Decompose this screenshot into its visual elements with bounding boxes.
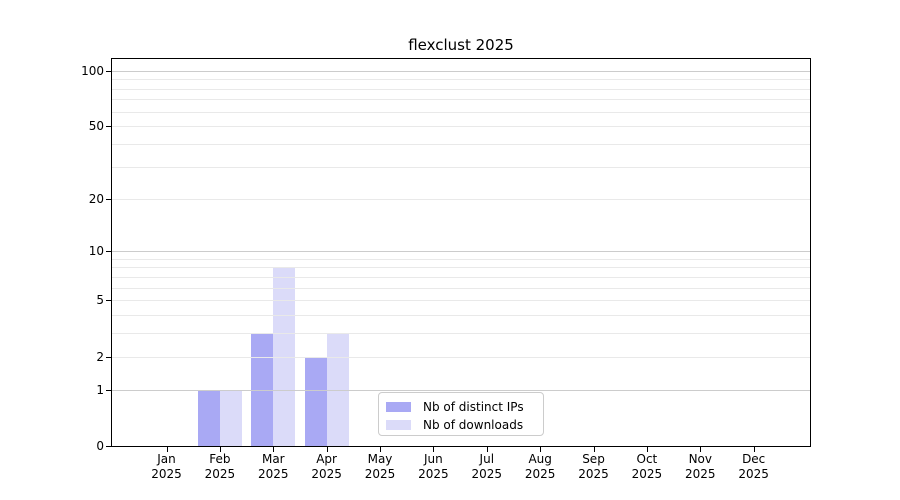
gridline-minor-9 [112,258,810,260]
gridline-minor-7 [112,276,810,278]
x-tick-nov [700,447,702,452]
x-tick-label-jul: Jul 2025 [457,452,517,482]
x-tick-year: 2025 [364,467,396,481]
x-tick-year: 2025 [471,467,503,481]
x-tick-month: Mar [261,452,285,466]
x-tick-jan [166,447,168,452]
legend: Nb of distinct IPs Nb of downloads [378,392,544,436]
x-tick-month: Apr [316,452,337,466]
y-tick-label-20: 20 [88,191,104,206]
gridline-minor-30 [112,166,810,168]
x-tick-month: Jun [424,452,443,466]
y-tick-label-50: 50 [88,119,104,134]
x-tick-label-jan: Jan 2025 [137,452,197,482]
x-tick-month: Feb [209,452,231,466]
x-tick-year: 2025 [578,467,609,481]
x-tick-year: 2025 [151,467,182,481]
x-tick-oct [646,447,648,452]
x-tick-label-sep: Sep 2025 [564,452,624,482]
gridline-minor-90 [112,79,810,81]
legend-swatch-downloads [386,420,411,430]
gridline-minor-6 [112,287,810,289]
x-tick-month: Dec [742,452,766,466]
x-tick-label-dec: Dec 2025 [724,452,784,482]
y-tick-0 [106,446,111,447]
x-tick-mar [273,447,275,452]
gridline-minor-4 [112,315,810,317]
gridline-minor-3 [112,333,810,335]
x-tick-month: May [367,452,393,466]
gridline-minor-80 [112,88,810,90]
x-tick-label-apr: Apr 2025 [297,452,357,482]
y-tick-50 [106,126,111,128]
y-tick-label-100: 100 [81,63,104,78]
legend-item-distinct-ips: Nb of distinct IPs [386,399,535,415]
y-tick-100 [106,70,111,72]
x-tick-year: 2025 [524,467,556,481]
y-tick-1 [106,389,111,391]
gridline-minor-5 [112,300,810,302]
grid-layer [112,59,810,446]
bar-distinct-ips-feb [197,389,220,446]
gridline-major-100 [112,70,810,72]
y-tick-5 [106,300,111,302]
legend-swatch-distinct-ips [386,402,411,412]
y-tick-2 [106,356,111,358]
y-tick-label-0: 0 [96,439,104,453]
y-tick-label-1: 1 [96,382,104,397]
gridline-minor-60 [112,111,810,113]
x-tick-month: Oct [636,452,658,466]
x-tick-jul [486,447,488,452]
x-tick-year: 2025 [738,467,769,481]
gridline-minor-8 [112,267,810,269]
gridline-major-10 [112,251,810,253]
x-tick-sep [593,447,595,452]
legend-label-downloads: Nb of downloads [423,418,524,432]
x-tick-label-oct: Oct 2025 [617,452,677,482]
x-tick-month: Sep [582,452,605,466]
x-tick-label-mar: Mar 2025 [243,452,303,482]
x-tick-year: 2025 [418,467,449,481]
x-tick-may [380,447,381,452]
y-tick-10 [106,251,111,253]
y-tick-label-2: 2 [96,349,104,364]
chart-title: flexclust 2025 [408,36,514,54]
x-tick-year: 2025 [685,467,716,481]
y-tick-20 [106,198,111,200]
x-tick-year: 2025 [311,467,342,481]
y-tick-label-10: 10 [88,244,104,259]
x-tick-month: Jan [157,452,176,466]
x-tick-year: 2025 [631,467,663,481]
legend-label-distinct-ips: Nb of distinct IPs [423,400,524,414]
gridline-minor-20 [112,198,810,200]
gridline-minor-50 [112,126,810,128]
bar-distinct-ips-apr [304,356,327,446]
x-tick-label-jun: Jun 2025 [403,452,463,482]
x-tick-label-nov: Nov 2025 [670,452,730,482]
gridline-minor-2 [112,356,810,358]
x-tick-feb [219,447,221,452]
gridline-major-1 [112,389,810,391]
x-tick-label-aug: Aug 2025 [510,452,570,482]
gridline-minor-70 [112,99,810,101]
x-tick-apr [326,447,328,452]
x-tick-aug [540,447,542,452]
x-tick-dec [753,447,755,452]
plot-area: Nb of distinct IPs Nb of downloads [111,58,811,447]
x-tick-month: Jul [479,452,495,466]
x-tick-jun [433,447,435,452]
x-tick-year: 2025 [204,467,236,481]
y-tick-label-5: 5 [96,293,104,308]
x-tick-year: 2025 [258,467,289,481]
legend-item-downloads: Nb of downloads [386,417,535,433]
x-tick-month: Nov [688,452,712,466]
gridline-minor-40 [112,144,810,146]
x-tick-label-feb: Feb 2025 [190,452,250,482]
x-tick-month: Aug [528,452,552,466]
x-tick-label-may: May 2025 [350,452,410,482]
bar-downloads-feb [219,389,242,446]
